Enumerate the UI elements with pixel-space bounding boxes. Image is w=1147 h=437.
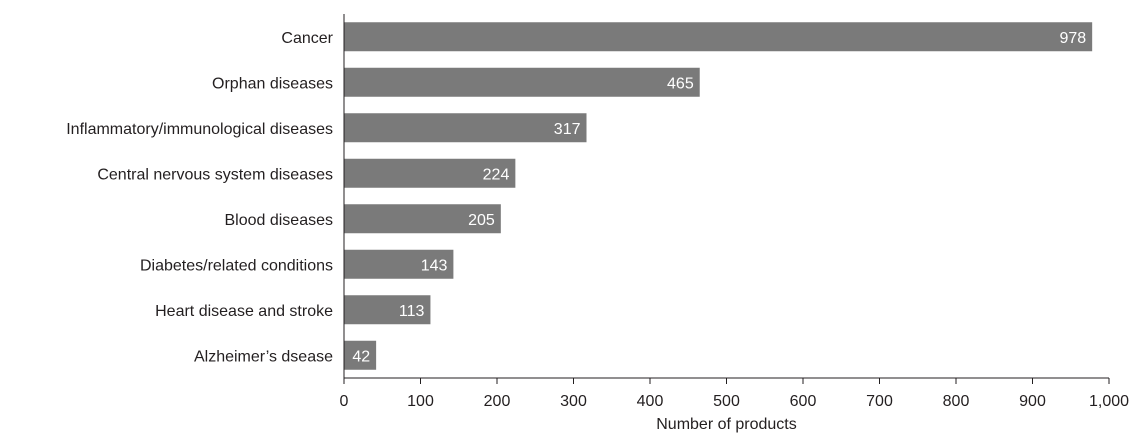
bar-value-label-3: 224 (483, 166, 510, 183)
category-label-6: Heart disease and stroke (155, 303, 333, 320)
bar-value-labels: 978 465 317 224 205 143 113 42 (352, 30, 1086, 366)
bar-value-label-7: 42 (352, 348, 370, 365)
bar-6 (344, 295, 431, 325)
bar-0 (344, 22, 1093, 52)
x-tick-label-0: 0 (340, 393, 349, 410)
bar-value-label-1: 465 (667, 75, 694, 92)
bar-1 (344, 67, 700, 97)
x-tick-label-3: 300 (560, 393, 587, 410)
category-label-1: Orphan diseases (212, 75, 333, 92)
x-axis-title: Number of products (656, 416, 797, 433)
category-label-4: Blood diseases (224, 212, 333, 229)
bar-3 (344, 158, 516, 188)
bar-value-label-6: 113 (399, 303, 425, 320)
bar-value-label-2: 317 (554, 121, 581, 138)
x-tick-label-10: 1,000 (1089, 393, 1129, 410)
x-tick-label-1: 100 (407, 393, 434, 410)
x-tick-label-9: 900 (1019, 393, 1046, 410)
category-label-5: Diabetes/related conditions (140, 257, 333, 274)
bar-7 (344, 340, 377, 370)
x-tick-label-6: 600 (790, 393, 817, 410)
bar-value-label-5: 143 (421, 257, 448, 274)
x-ticks-group: 0 100 200 300 400 500 600 700 800 900 1,000 (340, 378, 1129, 410)
bar-5 (344, 249, 454, 279)
x-tick-label-2: 200 (484, 393, 511, 410)
bar-4 (344, 204, 501, 234)
bar-value-label-4: 205 (468, 212, 495, 229)
category-labels: Cancer Orphan diseases Inflammatory/immuno… (66, 30, 333, 366)
bar-value-label-0: 978 (1059, 30, 1086, 47)
bar-2 (344, 113, 587, 143)
bars-group (344, 22, 1093, 370)
category-label-7: Alzheimer’s dsease (194, 348, 333, 365)
x-tick-label-7: 700 (866, 393, 893, 410)
category-label-0: Cancer (281, 30, 333, 47)
x-tick-label-5: 500 (713, 393, 740, 410)
category-label-2: Inflammatory/immunological diseases (66, 121, 333, 138)
x-tick-label-8: 800 (943, 393, 970, 410)
x-tick-label-4: 400 (637, 393, 664, 410)
category-label-3: Central nervous system diseases (97, 166, 333, 183)
